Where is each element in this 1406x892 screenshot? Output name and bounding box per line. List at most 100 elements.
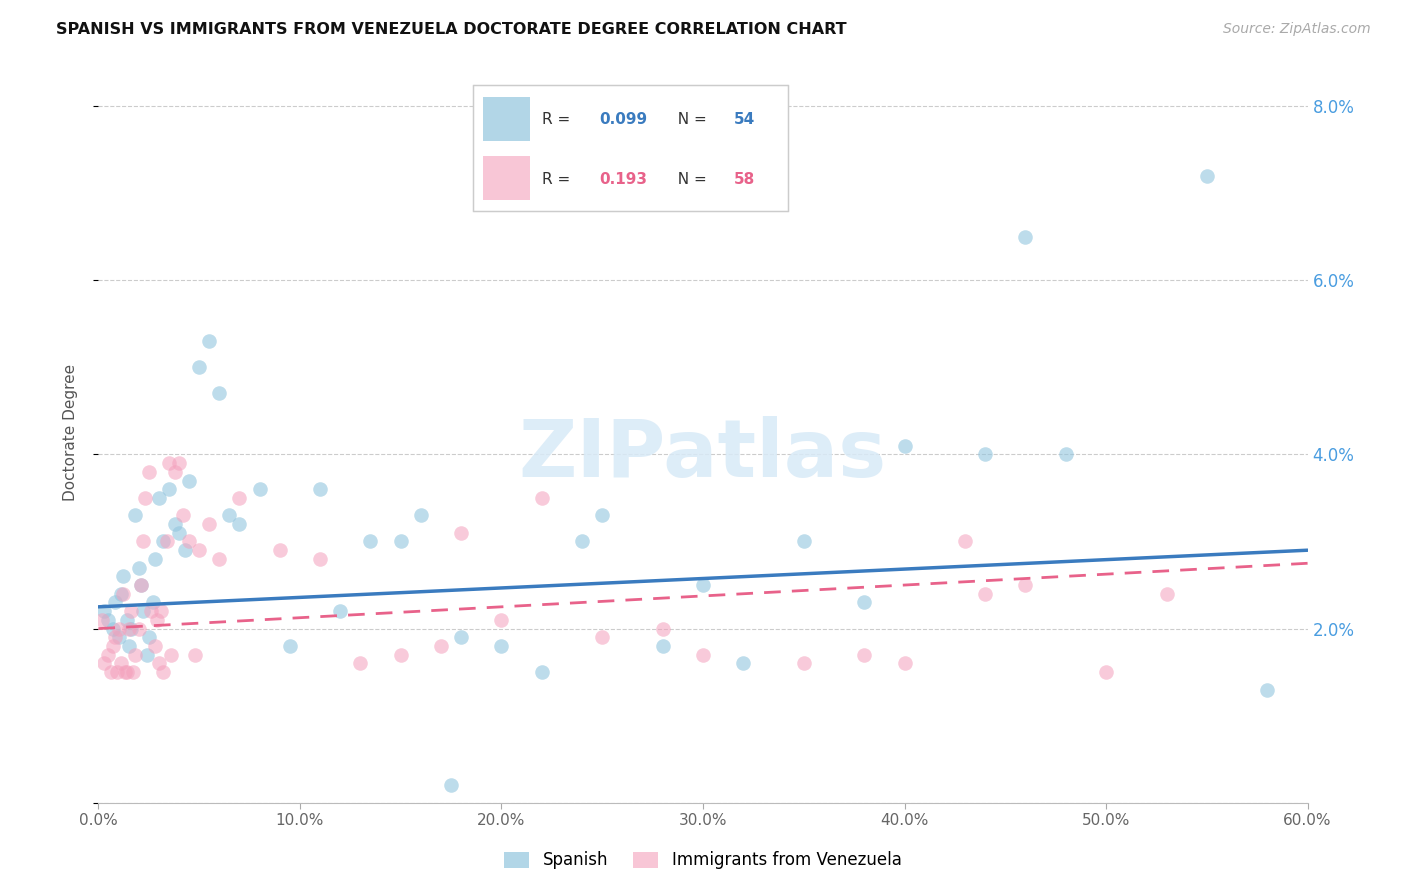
Point	[530, 665, 553, 680]
Point	[893, 657, 915, 671]
Point	[1014, 229, 1036, 244]
Point	[149, 604, 172, 618]
Point	[132, 534, 155, 549]
Point	[138, 630, 160, 644]
Point	[100, 665, 122, 680]
Point	[793, 534, 815, 549]
Point	[228, 517, 250, 532]
Point	[974, 587, 997, 601]
Point	[491, 613, 513, 627]
Point	[134, 491, 156, 505]
Point	[329, 604, 352, 618]
Point	[103, 595, 125, 609]
Point	[1095, 665, 1118, 680]
Point	[148, 657, 170, 671]
Point	[198, 517, 221, 532]
Point	[129, 578, 152, 592]
Point	[491, 639, 513, 653]
Point	[139, 604, 162, 618]
Point	[430, 639, 453, 653]
Point	[188, 360, 211, 375]
Point	[167, 456, 190, 470]
Point	[853, 595, 876, 609]
Point	[440, 778, 463, 792]
Point	[143, 639, 166, 653]
Point	[93, 657, 115, 671]
Point	[152, 665, 174, 680]
Point	[309, 482, 332, 496]
Point	[118, 622, 141, 636]
Point	[249, 482, 271, 496]
Point	[360, 534, 382, 549]
Point	[218, 508, 240, 523]
Point	[349, 657, 371, 671]
Point	[128, 622, 150, 636]
Point	[167, 525, 190, 540]
Point	[101, 639, 124, 653]
Point	[110, 657, 132, 671]
Point	[114, 665, 136, 680]
Point	[208, 386, 231, 401]
Point	[115, 613, 138, 627]
Point	[1156, 587, 1178, 601]
Point	[93, 604, 115, 618]
Point	[853, 648, 876, 662]
Point	[591, 630, 613, 644]
Point	[651, 622, 673, 636]
Point	[309, 552, 332, 566]
Point	[146, 613, 169, 627]
Point	[893, 439, 915, 453]
Point	[120, 622, 142, 636]
Point	[138, 465, 160, 479]
Point	[530, 491, 553, 505]
Point	[142, 595, 165, 609]
Point	[278, 639, 301, 653]
Point	[135, 648, 157, 662]
Point	[107, 622, 129, 636]
Point	[121, 665, 143, 680]
Point	[157, 456, 180, 470]
Point	[409, 508, 432, 523]
Point	[571, 534, 593, 549]
Point	[389, 534, 412, 549]
Point	[208, 552, 231, 566]
Point	[1054, 447, 1077, 461]
Text: Source: ZipAtlas.com: Source: ZipAtlas.com	[1223, 22, 1371, 37]
Point	[156, 534, 179, 549]
Point	[97, 648, 120, 662]
Legend: Spanish, Immigrants from Venezuela: Spanish, Immigrants from Venezuela	[498, 845, 908, 876]
Point	[115, 665, 138, 680]
Point	[97, 613, 120, 627]
Point	[103, 630, 125, 644]
Point	[269, 543, 291, 558]
Point	[733, 657, 755, 671]
Point	[184, 648, 207, 662]
Point	[1014, 578, 1036, 592]
Point	[107, 630, 129, 644]
Point	[651, 639, 673, 653]
Point	[188, 543, 211, 558]
Point	[124, 648, 146, 662]
Point	[152, 534, 174, 549]
Point	[228, 491, 250, 505]
Point	[591, 508, 613, 523]
Point	[118, 639, 141, 653]
Point	[157, 482, 180, 496]
Point	[692, 578, 714, 592]
Text: ZIPatlas: ZIPatlas	[519, 416, 887, 494]
Point	[692, 648, 714, 662]
Point	[132, 604, 155, 618]
Point	[111, 587, 134, 601]
Point	[160, 648, 183, 662]
Point	[111, 569, 134, 583]
Point	[953, 534, 976, 549]
Text: SPANISH VS IMMIGRANTS FROM VENEZUELA DOCTORATE DEGREE CORRELATION CHART: SPANISH VS IMMIGRANTS FROM VENEZUELA DOC…	[56, 22, 846, 37]
Point	[198, 334, 221, 348]
Point	[450, 630, 472, 644]
Point	[1195, 169, 1218, 183]
Point	[450, 525, 472, 540]
Y-axis label: Doctorate Degree: Doctorate Degree	[63, 364, 77, 501]
Point	[91, 613, 114, 627]
Point	[974, 447, 997, 461]
Point	[163, 465, 186, 479]
